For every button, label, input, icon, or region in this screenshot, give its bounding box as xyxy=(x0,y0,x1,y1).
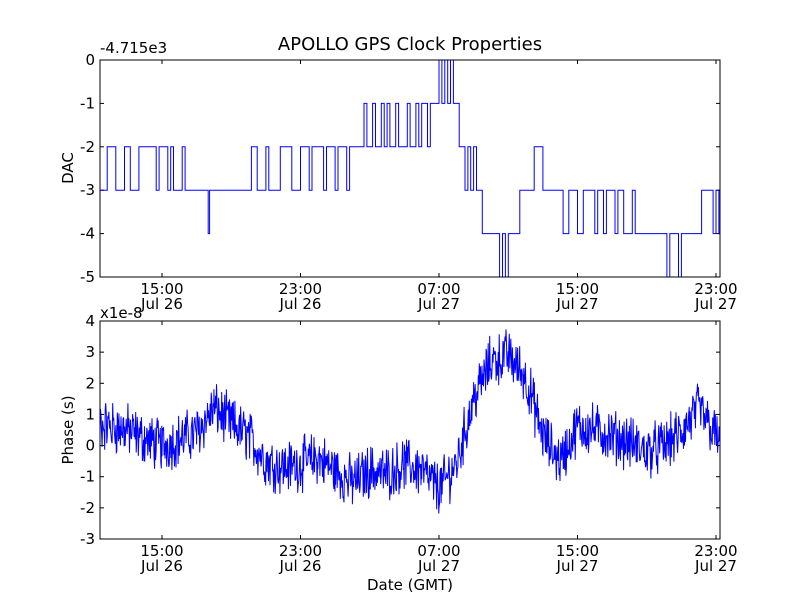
dac-axes-frame xyxy=(99,59,721,278)
x-tick-date-label: Jul 26 xyxy=(140,295,183,313)
x-tick-time-label: 07:00 xyxy=(417,542,460,560)
dac-panel: APOLLO GPS Clock Properties -4.715e3 DAC… xyxy=(59,34,738,313)
x-tick-time-label: 23:00 xyxy=(279,280,322,298)
x-tick-time-label: 15:00 xyxy=(140,280,183,298)
x-tick-time-label: 23:00 xyxy=(279,542,322,560)
x-tick-date-label: Jul 27 xyxy=(694,295,737,313)
phase-series-line xyxy=(100,329,720,514)
chart-title: APOLLO GPS Clock Properties xyxy=(278,34,542,55)
y-tick-label: 0 xyxy=(85,51,95,69)
y-tick-label: -3 xyxy=(80,530,95,548)
phase-offset-label: x1e-8 xyxy=(100,304,143,322)
y-tick-label: -5 xyxy=(80,268,95,286)
phase-x-axis-label: Date (GMT) xyxy=(367,576,453,594)
y-tick-label: -1 xyxy=(80,94,95,112)
x-tick-date-label: Jul 27 xyxy=(417,295,460,313)
x-tick-time-label: 15:00 xyxy=(556,542,599,560)
x-tick-date-label: Jul 27 xyxy=(556,557,599,575)
phase-panel: x1e-8 Phase (s) Date (GMT) 4 3 2 1 0 -1 -2 -3 15… xyxy=(59,304,738,594)
x-tick-time-label: 07:00 xyxy=(417,280,460,298)
phase-y-axis-label: Phase (s) xyxy=(59,395,77,464)
dac-series-line xyxy=(100,60,720,277)
x-tick-date-label: Jul 26 xyxy=(140,557,183,575)
y-tick-label: 0 xyxy=(85,437,95,455)
y-tick-label: 3 xyxy=(85,343,95,361)
y-tick-label: 2 xyxy=(85,374,95,392)
phase-axes-frame xyxy=(99,320,721,540)
x-tick-date-label: Jul 27 xyxy=(417,557,460,575)
dac-offset-label: -4.715e3 xyxy=(100,39,167,57)
y-tick-label: 4 xyxy=(85,312,95,330)
x-tick-time-label: 15:00 xyxy=(140,542,183,560)
phase-plot-area xyxy=(100,329,720,514)
y-tick-label: -2 xyxy=(80,499,95,517)
y-tick-label: -2 xyxy=(80,138,95,156)
dac-plot-area xyxy=(100,60,720,277)
x-tick-time-label: 23:00 xyxy=(694,280,737,298)
y-tick-label: -1 xyxy=(80,468,95,486)
x-tick-time-label: 23:00 xyxy=(694,542,737,560)
x-tick-date-label: Jul 26 xyxy=(279,295,322,313)
x-tick-date-label: Jul 26 xyxy=(279,557,322,575)
x-tick-time-label: 15:00 xyxy=(556,280,599,298)
y-tick-label: -4 xyxy=(80,225,95,243)
dac-y-axis-label: DAC xyxy=(59,152,77,184)
y-tick-label: 1 xyxy=(85,405,95,423)
x-tick-date-label: Jul 27 xyxy=(556,295,599,313)
x-tick-date-label: Jul 27 xyxy=(694,557,737,575)
y-tick-label: -3 xyxy=(80,181,95,199)
